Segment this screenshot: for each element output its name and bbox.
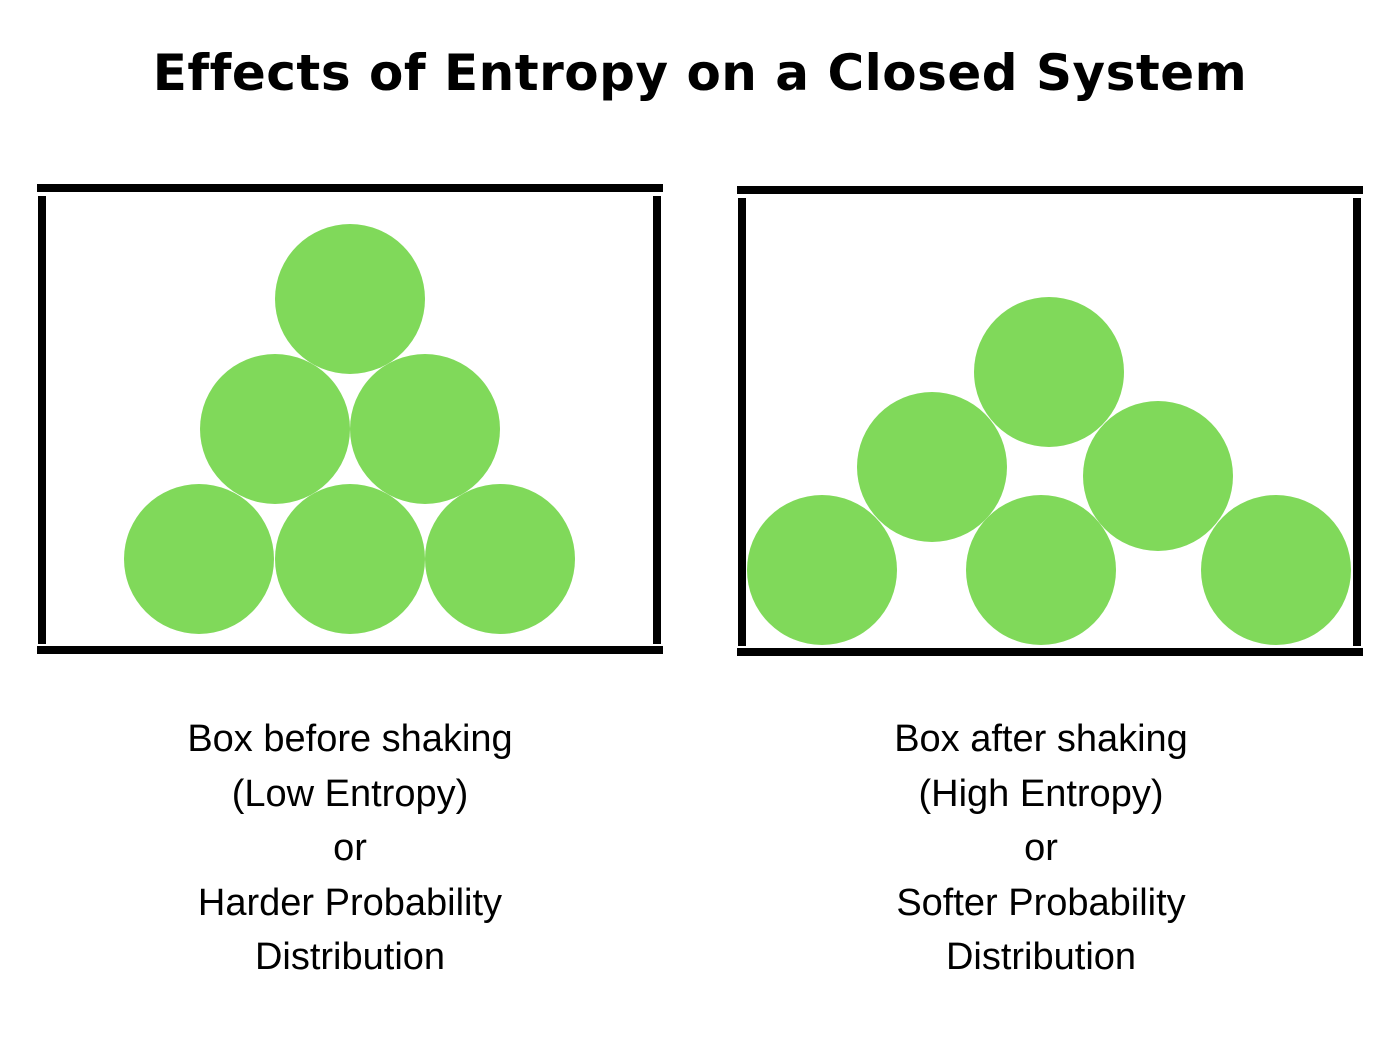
ball — [425, 484, 575, 634]
ball — [857, 392, 1007, 542]
box-frame-right — [653, 196, 661, 644]
caption-after-shaking: Box after shaking (High Entropy) or Soft… — [761, 712, 1321, 985]
caption-line: Harder Probability — [197, 881, 503, 924]
ball — [747, 495, 897, 645]
ball — [1201, 495, 1351, 645]
ball — [966, 495, 1116, 645]
caption-before-shaking: Box before shaking (Low Entropy) or Hard… — [70, 712, 630, 985]
caption-line: or — [333, 827, 367, 869]
box-frame-top — [37, 184, 663, 192]
box-frame-left — [38, 196, 46, 644]
caption-line: Box before shaking — [187, 718, 513, 760]
ball — [275, 484, 425, 634]
caption-line: Distribution — [254, 936, 446, 978]
caption-line: Box after shaking — [894, 718, 1188, 760]
caption-line: Softer Probability — [896, 881, 1186, 924]
box-frame-left — [738, 198, 746, 646]
box-after-shaking — [737, 186, 1363, 656]
caption-line: (Low Entropy) — [231, 772, 469, 815]
box-frame-top — [737, 186, 1363, 194]
caption-line: (High Entropy) — [918, 772, 1164, 815]
ball — [974, 297, 1124, 447]
box-frame-bottom — [737, 648, 1363, 656]
ball — [275, 224, 425, 374]
caption-line: or — [1024, 827, 1058, 869]
diagram-title: Effects of Entropy on a Closed System — [152, 44, 1248, 102]
box-before-shaking — [37, 184, 663, 654]
ball — [124, 484, 274, 634]
box-frame-bottom — [37, 646, 663, 654]
caption-line: Distribution — [945, 936, 1137, 978]
box-frame-right — [1353, 198, 1361, 646]
ball — [200, 354, 350, 504]
ball — [350, 354, 500, 504]
ball — [1083, 401, 1233, 551]
